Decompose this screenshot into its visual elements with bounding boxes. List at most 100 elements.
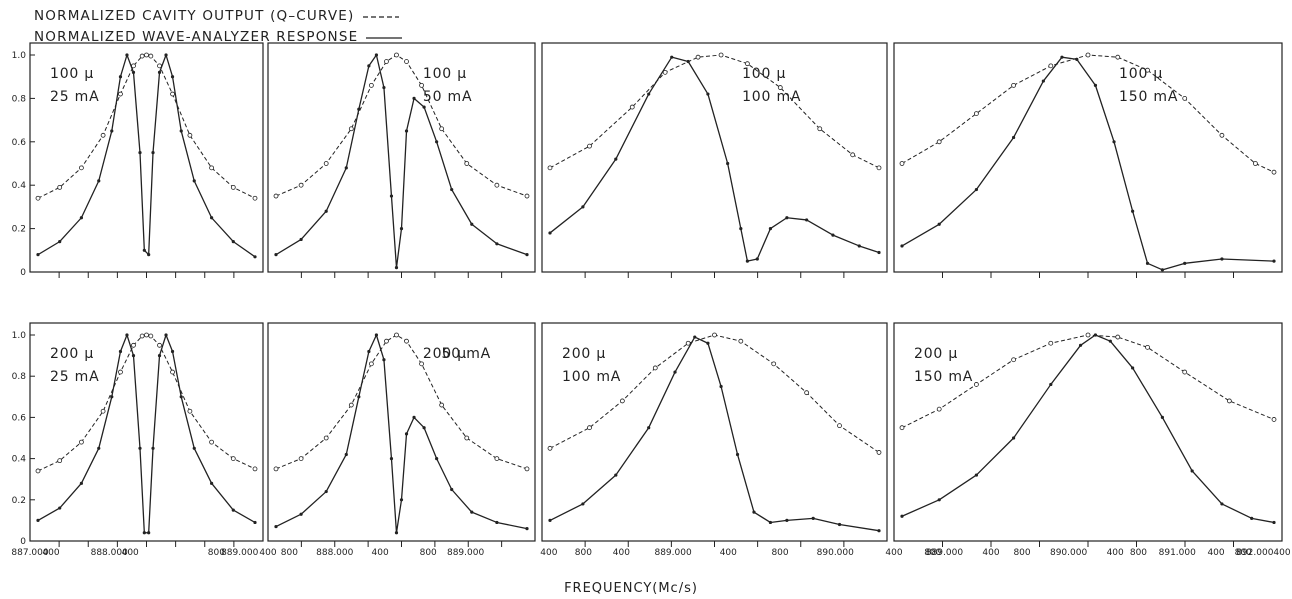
wave-analyzer-point [170, 75, 175, 79]
q-curve-point [139, 333, 145, 339]
x-tick-label: 889.000 [447, 548, 484, 558]
wave-analyzer-point [1112, 140, 1116, 144]
x-tick-label: 400 [613, 548, 630, 558]
q-curve-point [170, 91, 175, 97]
wave-analyzer-point [1060, 55, 1064, 59]
wave-analyzer-point [768, 227, 773, 231]
q-curve-point [394, 332, 399, 338]
wave-analyzer-point [857, 244, 861, 248]
wave-analyzer-point [138, 446, 142, 450]
q-curve-point [804, 390, 810, 396]
wave-analyzer-point [811, 516, 815, 520]
q-curve-point [876, 450, 882, 455]
q-curve-point [323, 161, 329, 166]
q-curve-point [652, 365, 658, 371]
panel-title-current: 150 mA [914, 369, 973, 385]
wave-analyzer-point [58, 240, 62, 244]
wave-analyzer-point [367, 64, 371, 68]
wave-analyzer-point [1108, 339, 1112, 343]
panel-title-beam: 100 μ [1119, 66, 1163, 82]
q-curve-point [899, 161, 905, 166]
q-curve-point [323, 435, 329, 441]
wave-analyzer-point [118, 75, 123, 79]
panel-title-beam: 100 μ [50, 66, 94, 82]
q-curve-point [777, 85, 783, 90]
wave-analyzer-point [170, 349, 175, 354]
wave-analyzer-point [785, 216, 789, 220]
wave-analyzer-point [367, 349, 371, 354]
q-curve-point [771, 361, 777, 367]
wave-analyzer-point [157, 70, 162, 74]
wave-analyzer-point [118, 349, 123, 354]
wave-analyzer-point [179, 395, 183, 399]
x-tick-label: 800 [1235, 548, 1252, 558]
wave-analyzer-point [142, 531, 146, 535]
q-curve-point [745, 61, 750, 67]
x-tick-label: 400 [42, 548, 59, 558]
q-curve-point [1085, 52, 1091, 58]
q-curve-point [384, 59, 389, 64]
panel-frame [267, 42, 536, 273]
q-curve-point [718, 52, 724, 58]
q-curve-point [139, 53, 145, 59]
wave-analyzer-point [900, 514, 904, 518]
q-curve-point [524, 466, 530, 472]
y-tick-label: 1.0 [12, 51, 27, 61]
wave-analyzer-point [1183, 261, 1187, 265]
wave-analyzer-point [706, 341, 710, 345]
wave-analyzer-point [1093, 333, 1098, 337]
q-curve-point [936, 139, 942, 145]
wave-analyzer-point [125, 333, 129, 337]
wave-analyzer-point [147, 253, 151, 257]
x-tick-label: 400 [1273, 548, 1290, 558]
q-curve-point [817, 126, 823, 132]
q-curve-point [1271, 417, 1277, 422]
wave-analyzer-line [549, 56, 880, 262]
x-tick-label: 800 [1013, 548, 1030, 558]
q-curve-point [587, 143, 592, 149]
wave-analyzer-point [357, 395, 361, 399]
panel-frame [893, 42, 1283, 273]
q-curve-point [368, 82, 374, 88]
q-curve-point [187, 408, 193, 414]
x-tick-label: 800 [924, 548, 941, 558]
legend-q-curve-label: NORMALIZED CAVITY OUTPUT (Q–CURVE) [34, 8, 355, 24]
q-curve-point [273, 466, 279, 472]
q-curve-point [662, 69, 668, 75]
panel-title-beam: 100 μ [742, 66, 786, 82]
wave-analyzer-point [97, 179, 101, 183]
wave-analyzer-point [97, 446, 101, 450]
wave-analyzer-point [745, 259, 750, 263]
q-curve-point [1011, 357, 1016, 363]
wave-analyzer-point [344, 166, 348, 170]
q-curve-point [57, 458, 63, 464]
wave-analyzer-point [231, 240, 235, 244]
panel-title-beam: 200 μ [423, 346, 467, 362]
q-curve-point [695, 54, 701, 60]
wave-analyzer-point [231, 508, 235, 512]
wave-analyzer-point [900, 244, 904, 248]
panel-frame [541, 42, 888, 273]
x-tick-label: 800 [281, 548, 298, 558]
y-tick-label: 0.4 [12, 181, 27, 191]
y-tick-label: 0.2 [12, 225, 26, 235]
wave-analyzer-point [726, 161, 730, 166]
wave-analyzer-point [974, 187, 979, 192]
wave-analyzer-point [495, 242, 499, 246]
panel-title-current: 25 mA [50, 369, 99, 385]
y-tick-label: 0.4 [12, 455, 27, 465]
q-curve-point [348, 126, 354, 132]
y-tick-label: 1.0 [12, 331, 27, 341]
wave-analyzer-point [164, 53, 168, 57]
wave-analyzer-point [404, 129, 409, 133]
wave-analyzer-point [877, 529, 881, 533]
wave-analyzer-point [647, 92, 651, 96]
x-tick-label: 892.000 [1236, 548, 1273, 558]
wave-analyzer-point [374, 333, 378, 337]
q-curve-point [79, 439, 84, 445]
q-curve-point [1271, 169, 1277, 175]
wave-analyzer-point [1012, 436, 1016, 440]
wave-analyzer-line [275, 334, 528, 534]
legend-solid-line-icon [366, 36, 403, 39]
